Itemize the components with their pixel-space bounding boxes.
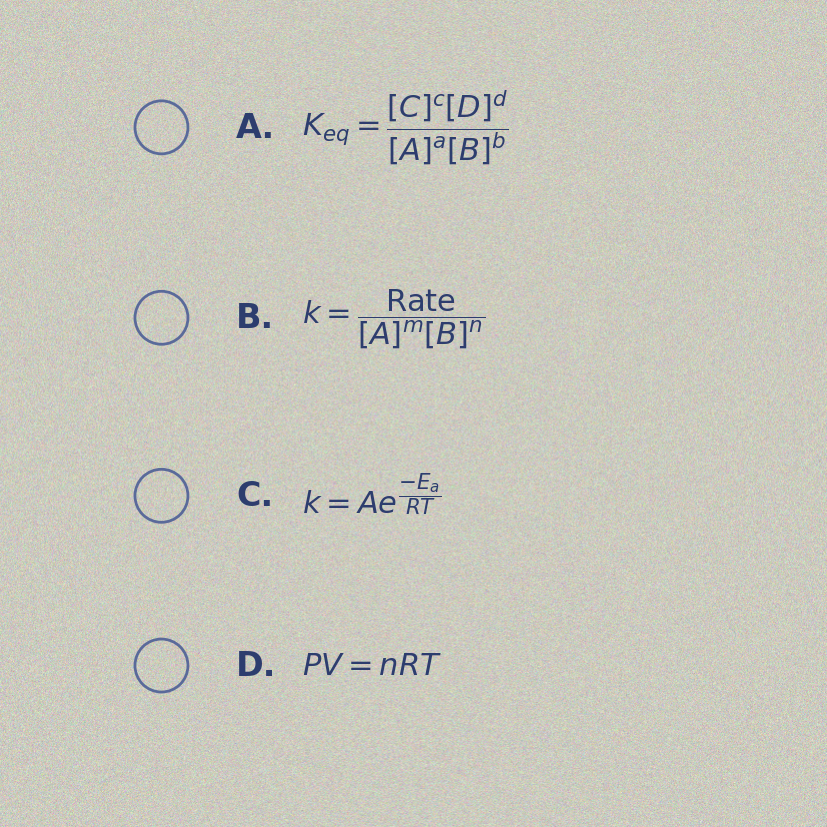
Text: $K_{eq} = \dfrac{[C]^{c}[D]^{d}}{[A]^{a}[B]^{b}}$: $K_{eq} = \dfrac{[C]^{c}[D]^{d}}{[A]^{a}… bbox=[302, 89, 509, 167]
Text: $k = Ae^{\dfrac{-E_a}{RT}}$: $k = Ae^{\dfrac{-E_a}{RT}}$ bbox=[302, 473, 441, 519]
Text: C.: C. bbox=[236, 480, 273, 513]
Text: $PV = nRT$: $PV = nRT$ bbox=[302, 651, 442, 681]
Text: B.: B. bbox=[236, 302, 274, 335]
Text: $k = \dfrac{\mathrm{Rate}}{[A]^{m}[B]^{n}}$: $k = \dfrac{\mathrm{Rate}}{[A]^{m}[B]^{n… bbox=[302, 287, 485, 350]
Text: A.: A. bbox=[236, 112, 275, 145]
Text: D.: D. bbox=[236, 649, 276, 682]
